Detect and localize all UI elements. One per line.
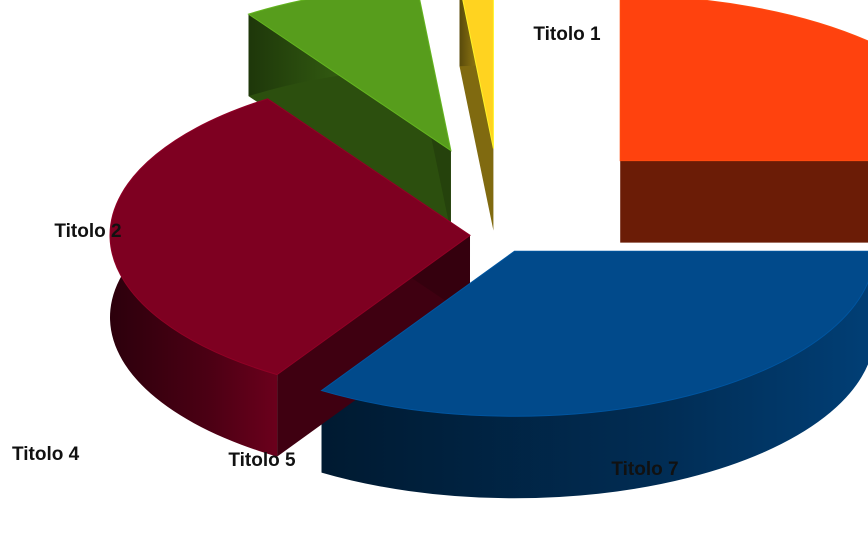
slice-3 — [247, 0, 452, 152]
slice-label-5: Titolo 2 — [54, 221, 121, 242]
slice-label-3: Titolo 5 — [228, 450, 296, 471]
slice-label-4: Titolo 4 — [12, 444, 80, 465]
slice-4 — [462, 0, 494, 149]
slice-label-1: Titolo 1 — [533, 24, 601, 45]
slice-label-2: Titolo 7 — [611, 459, 678, 480]
slice-labels: Titolo 1 Titolo 7 Titolo 5 Titolo 4 Titolo 2 — [12, 24, 679, 480]
slice-2 — [109, 98, 471, 376]
slice-tops — [109, 0, 868, 417]
slice-1 — [320, 250, 868, 417]
slice-outer-wall-1 — [321, 282, 868, 499]
slice-wall-2-0 — [277, 235, 471, 457]
slice-wall-5-1 — [620, 160, 868, 243]
slice-5 — [619, 0, 868, 162]
